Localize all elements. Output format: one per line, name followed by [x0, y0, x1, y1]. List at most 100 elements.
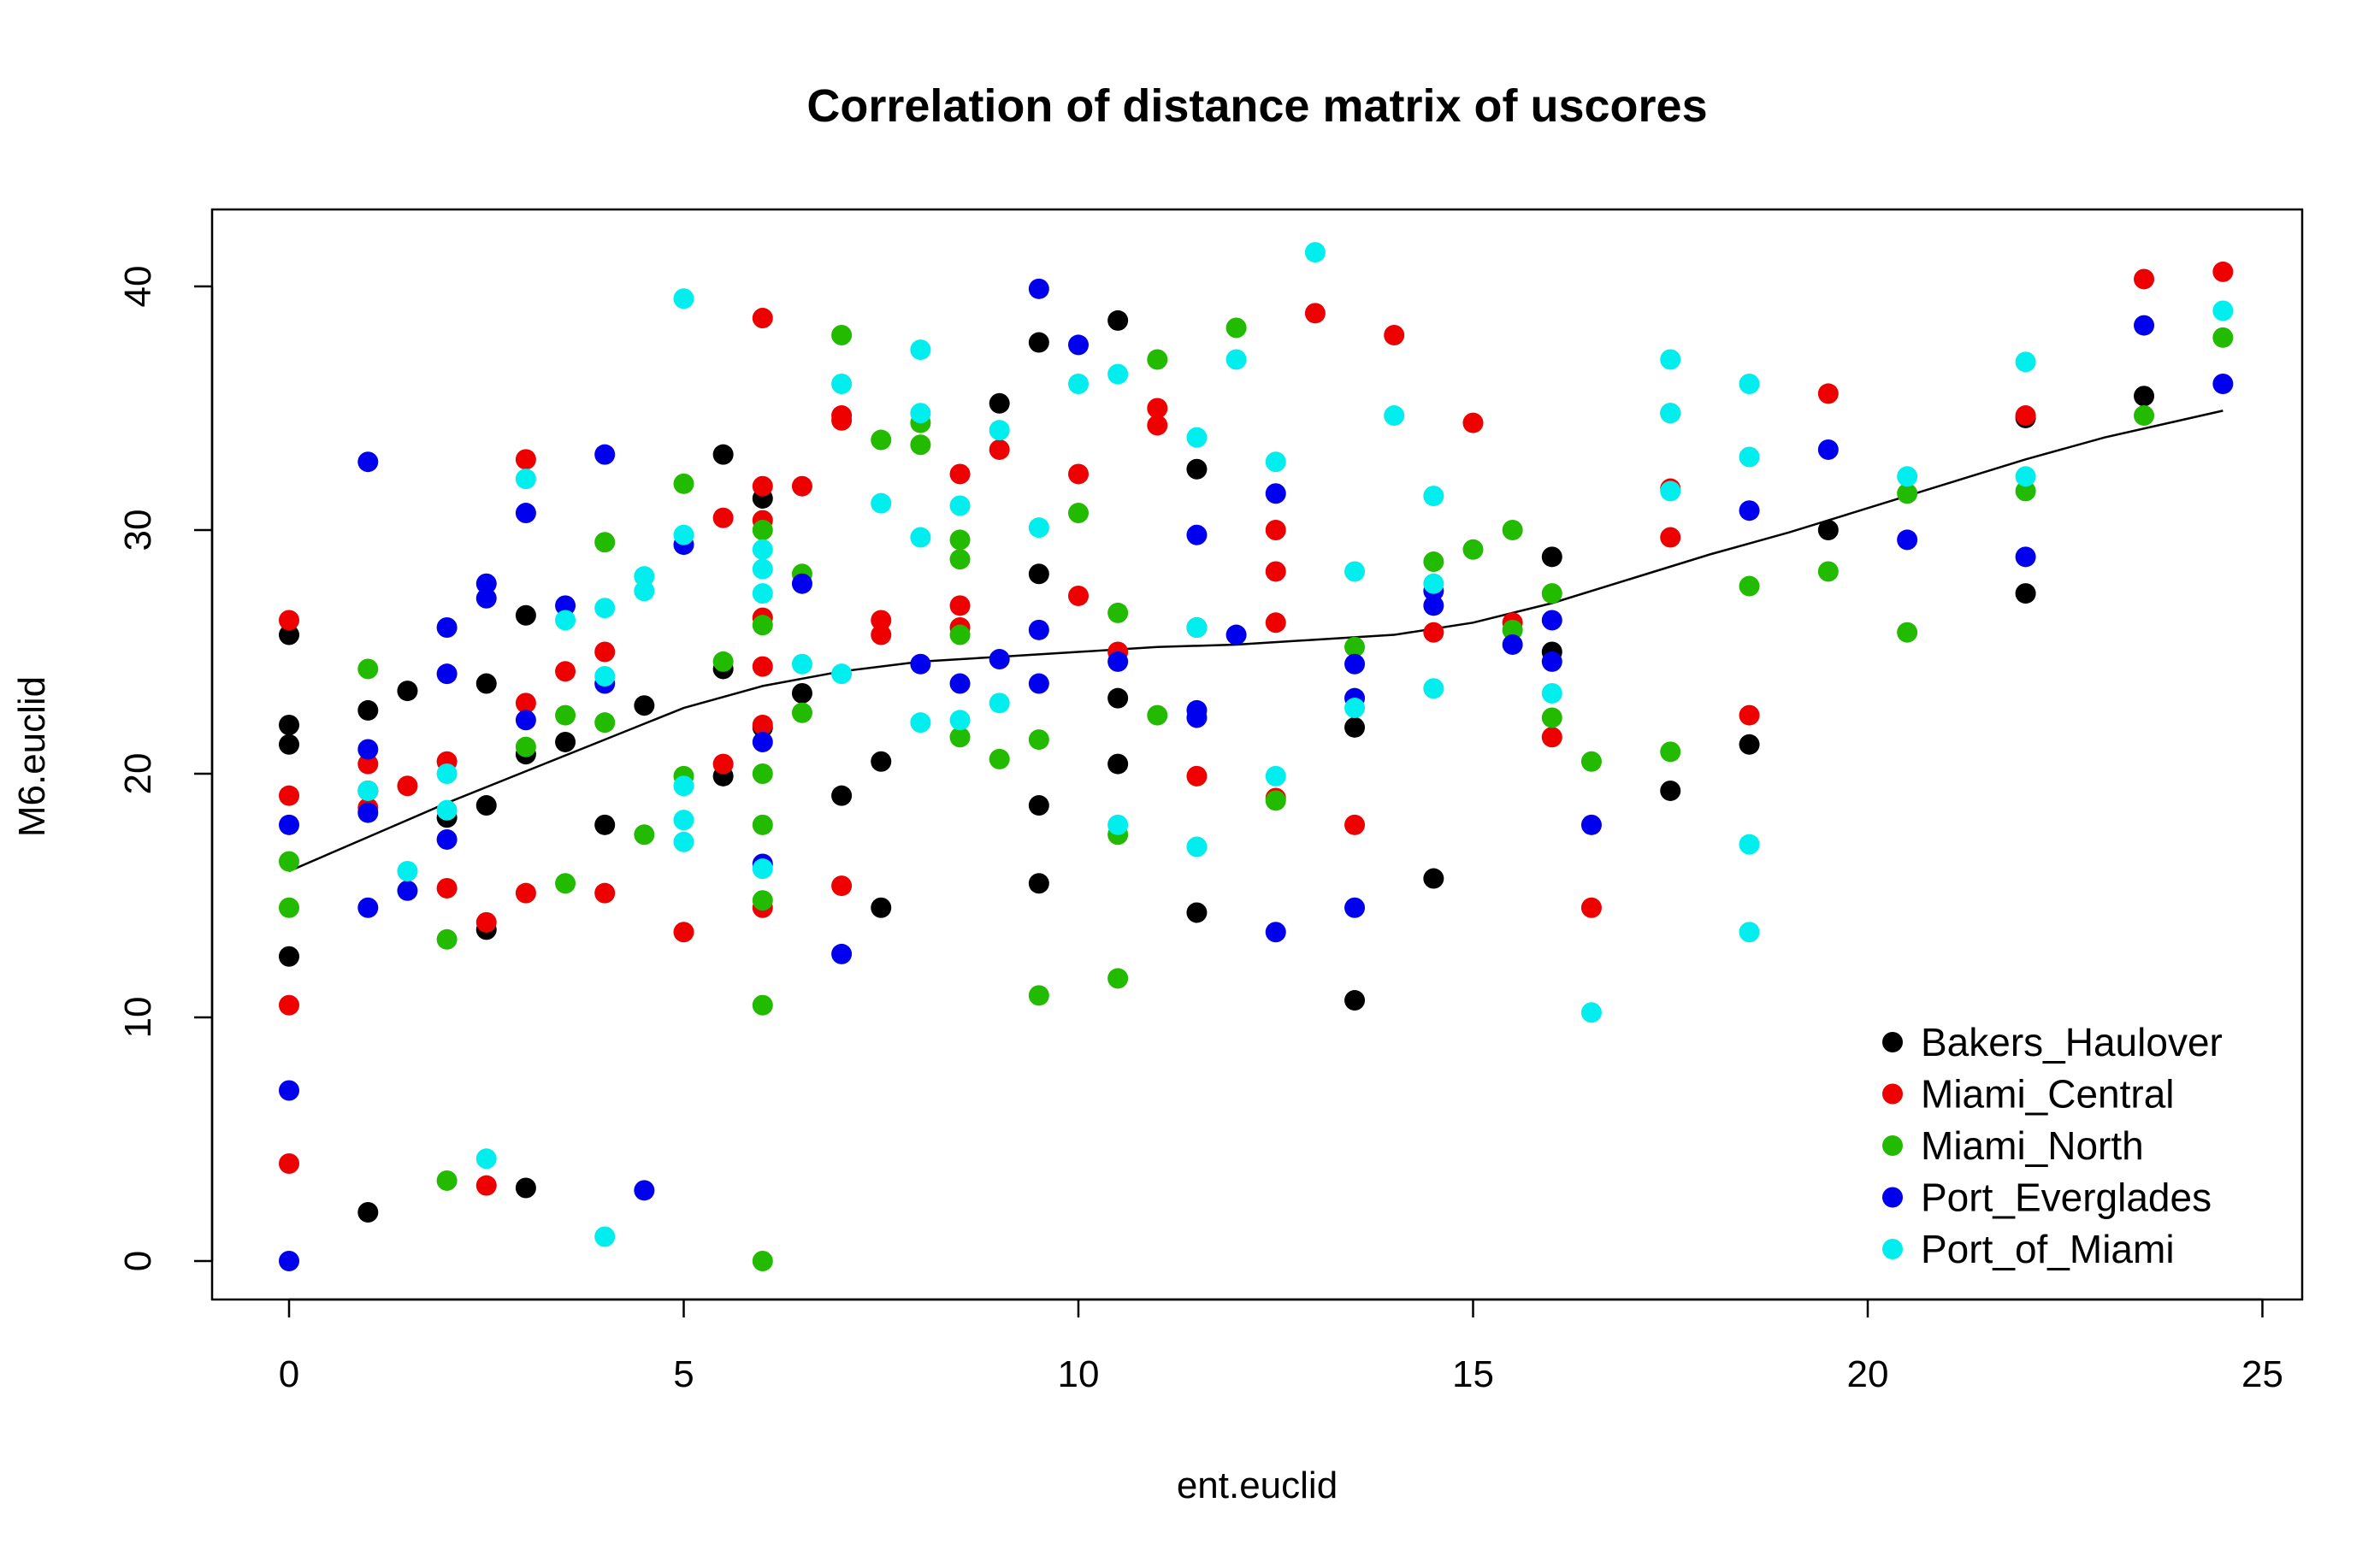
data-point — [1186, 707, 1208, 728]
data-point — [1344, 653, 1366, 675]
data-point — [1304, 242, 1326, 263]
data-point — [515, 503, 536, 524]
data-point — [1107, 968, 1129, 989]
data-point — [279, 946, 299, 967]
legend-marker — [1882, 1032, 1903, 1052]
x-tick-label: 25 — [2241, 1353, 2283, 1395]
data-point — [1423, 595, 1444, 616]
data-point — [475, 587, 497, 609]
data-point — [475, 1148, 497, 1170]
data-point — [1265, 922, 1286, 943]
data-point — [871, 492, 892, 514]
data-point — [1028, 619, 1049, 640]
data-point — [910, 527, 931, 548]
data-point — [712, 753, 734, 775]
data-point — [436, 1170, 458, 1191]
data-point — [279, 851, 299, 872]
data-point — [1107, 309, 1129, 331]
data-point — [1265, 790, 1286, 811]
data-point — [1265, 561, 1286, 582]
y-axis-label: M6.euclid — [11, 676, 53, 837]
data-point — [831, 410, 853, 431]
data-point — [594, 641, 616, 663]
data-point — [1423, 678, 1444, 699]
data-point — [1107, 814, 1129, 835]
data-point — [475, 573, 497, 594]
data-point — [555, 873, 576, 894]
data-point — [515, 736, 536, 757]
data-point — [1265, 612, 1286, 634]
data-point — [752, 615, 773, 636]
data-point — [436, 799, 458, 821]
data-point — [1541, 682, 1562, 704]
data-point — [1028, 563, 1049, 585]
data-point — [949, 727, 971, 748]
data-point — [1344, 897, 1366, 918]
data-point — [2134, 315, 2155, 336]
series-miami-north — [279, 317, 2234, 1271]
data-point — [831, 374, 853, 394]
data-point — [279, 1153, 299, 1174]
data-point — [634, 824, 655, 846]
data-point — [357, 802, 379, 823]
legend-marker — [1882, 1187, 1903, 1208]
data-point — [594, 1226, 616, 1247]
data-point — [949, 529, 971, 551]
data-point — [989, 748, 1010, 769]
data-point — [397, 775, 418, 797]
data-point — [515, 1177, 536, 1199]
data-point — [634, 695, 655, 716]
data-point — [1462, 412, 1484, 433]
data-point — [1186, 427, 1208, 448]
data-point — [436, 877, 458, 899]
legend: Bakers_Haulover Miami_Central Miami_North P… — [1882, 1020, 2223, 1271]
data-point — [791, 702, 812, 723]
data-point — [1580, 814, 1602, 835]
data-point — [279, 734, 299, 755]
data-point — [634, 566, 655, 587]
chart-title: Correlation of distance matrix of uscore… — [806, 80, 1707, 132]
data-point — [1660, 741, 1681, 763]
data-point — [752, 558, 773, 580]
data-point — [1265, 451, 1286, 473]
data-point — [910, 712, 931, 734]
data-point — [1107, 602, 1129, 623]
data-point — [1344, 814, 1366, 835]
data-point — [871, 751, 892, 772]
data-point — [791, 475, 812, 497]
data-point — [712, 507, 734, 528]
data-point — [2212, 327, 2234, 348]
data-point — [357, 753, 379, 775]
data-point — [279, 897, 299, 918]
data-point — [357, 451, 379, 473]
data-point — [2015, 466, 2036, 487]
data-point — [1344, 561, 1366, 582]
data-point — [2134, 386, 2155, 407]
data-point — [2134, 405, 2155, 427]
data-point — [555, 661, 576, 682]
data-point — [1186, 617, 1208, 638]
data-point — [1423, 486, 1444, 507]
data-point — [1147, 704, 1168, 726]
data-point — [1068, 585, 1089, 606]
data-point — [752, 1251, 773, 1271]
legend-label: Miami_North — [1921, 1123, 2144, 1168]
data-point — [1660, 403, 1681, 424]
data-point — [2134, 268, 2155, 290]
data-point — [1186, 765, 1208, 787]
data-point — [279, 1080, 299, 1101]
data-point — [1817, 520, 1839, 540]
y-axis: 0 10 20 30 40 — [117, 266, 214, 1271]
data-point — [594, 598, 616, 619]
data-point — [2212, 261, 2234, 282]
data-point — [1580, 751, 1602, 772]
data-point — [752, 763, 773, 784]
x-axis: 0 5 10 15 20 25 — [279, 1298, 2283, 1395]
data-point — [634, 1180, 655, 1201]
data-point — [1265, 520, 1286, 540]
data-point — [515, 449, 536, 470]
data-point — [831, 325, 853, 345]
data-point — [1068, 503, 1089, 524]
